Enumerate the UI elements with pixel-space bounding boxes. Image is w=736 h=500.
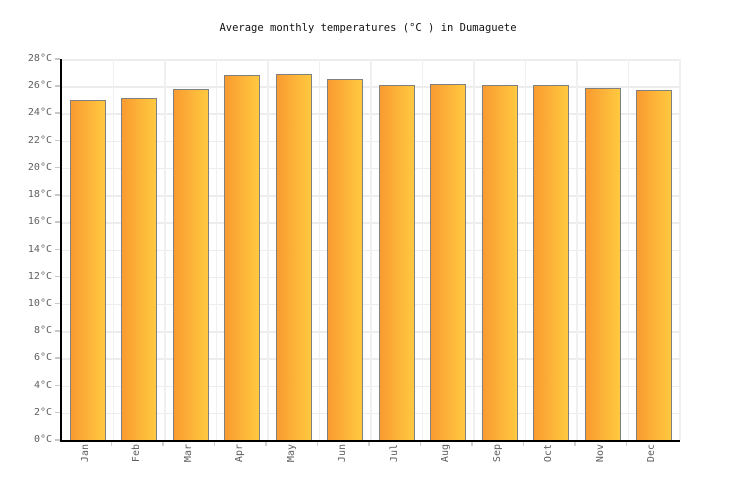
y-tick <box>55 411 60 414</box>
x-tick <box>162 442 164 446</box>
x-tick-label: Dec <box>646 444 658 463</box>
y-tick-label: 14°C <box>27 243 52 255</box>
gridline-vertical <box>318 59 320 440</box>
y-tick <box>55 248 60 250</box>
x-tick-label: Apr <box>234 444 246 463</box>
x-tick-label: Jun <box>337 444 349 463</box>
x-tick-label: Sep <box>491 444 503 463</box>
x-tick-label: Nov <box>594 444 606 463</box>
x-tick <box>265 442 267 446</box>
x-tick <box>471 442 473 446</box>
y-tick <box>55 85 60 87</box>
y-tick-label: 2°C <box>33 406 52 418</box>
x-tick-label: Mar <box>182 444 194 463</box>
bar-jun <box>327 79 364 440</box>
y-tick <box>55 439 60 441</box>
x-tick <box>625 442 627 446</box>
bar-dec <box>636 90 673 440</box>
bar-mar <box>172 88 209 440</box>
y-tick-label: 24°C <box>27 107 52 119</box>
bar-nov <box>584 87 621 440</box>
gridline-vertical <box>267 59 269 440</box>
x-tick <box>110 442 112 446</box>
y-tick-label: 0°C <box>33 434 52 445</box>
y-tick <box>55 384 60 387</box>
gridline-vertical <box>215 59 217 440</box>
y-tick-label: 22°C <box>27 134 52 146</box>
y-tick <box>55 275 60 278</box>
gridline-vertical <box>627 59 629 440</box>
gridline-vertical <box>370 59 372 440</box>
y-tick <box>55 139 60 142</box>
y-tick <box>55 58 60 60</box>
y-tick-label: 26°C <box>27 80 52 92</box>
y-tick <box>55 330 60 332</box>
gridline-vertical <box>576 59 578 440</box>
bar-aug <box>430 83 467 440</box>
y-tick-label: 18°C <box>27 189 52 201</box>
x-tick <box>522 442 524 446</box>
x-tick <box>368 442 370 446</box>
y-tick-label: 4°C <box>33 379 52 391</box>
bar-oct <box>533 84 570 440</box>
y-tick <box>55 221 60 223</box>
x-tick <box>419 442 421 446</box>
gridline-vertical <box>112 59 114 440</box>
gridline-vertical <box>421 59 423 440</box>
gridline-vertical <box>164 59 166 440</box>
plot-area <box>60 59 681 442</box>
x-tick-label: Aug <box>440 444 452 463</box>
gridline-vertical <box>679 59 681 440</box>
y-tick <box>55 194 60 196</box>
x-tick <box>213 442 215 446</box>
bar-may <box>275 73 312 440</box>
x-tick-label: Oct <box>543 444 555 463</box>
bar-jul <box>378 84 415 440</box>
y-tick <box>55 166 60 169</box>
y-tick-label: 6°C <box>33 352 52 364</box>
y-tick-label: 16°C <box>27 216 52 228</box>
bar-sep <box>481 84 518 440</box>
y-tick-label: 28°C <box>27 53 52 64</box>
y-tick <box>55 357 60 359</box>
x-tick-label: Feb <box>131 444 143 463</box>
y-tick-label: 20°C <box>27 161 52 173</box>
bar-apr <box>224 75 261 440</box>
gridline-vertical <box>473 59 475 440</box>
gridline-vertical <box>524 59 526 440</box>
bar-jan <box>69 99 106 440</box>
x-tick <box>574 442 576 446</box>
x-tick-label: Jul <box>388 444 400 463</box>
x-tick <box>316 442 318 446</box>
x-tick-label: May <box>285 444 297 463</box>
chart-title: Average monthly temperatures (°C ) in Du… <box>219 22 517 34</box>
y-tick-label: 10°C <box>27 297 52 309</box>
y-tick <box>55 112 60 114</box>
bar-feb <box>121 98 158 440</box>
y-tick-label: 12°C <box>27 270 52 282</box>
x-tick-label: Jan <box>79 444 91 463</box>
y-tick <box>55 302 60 305</box>
y-tick-label: 8°C <box>33 325 52 337</box>
